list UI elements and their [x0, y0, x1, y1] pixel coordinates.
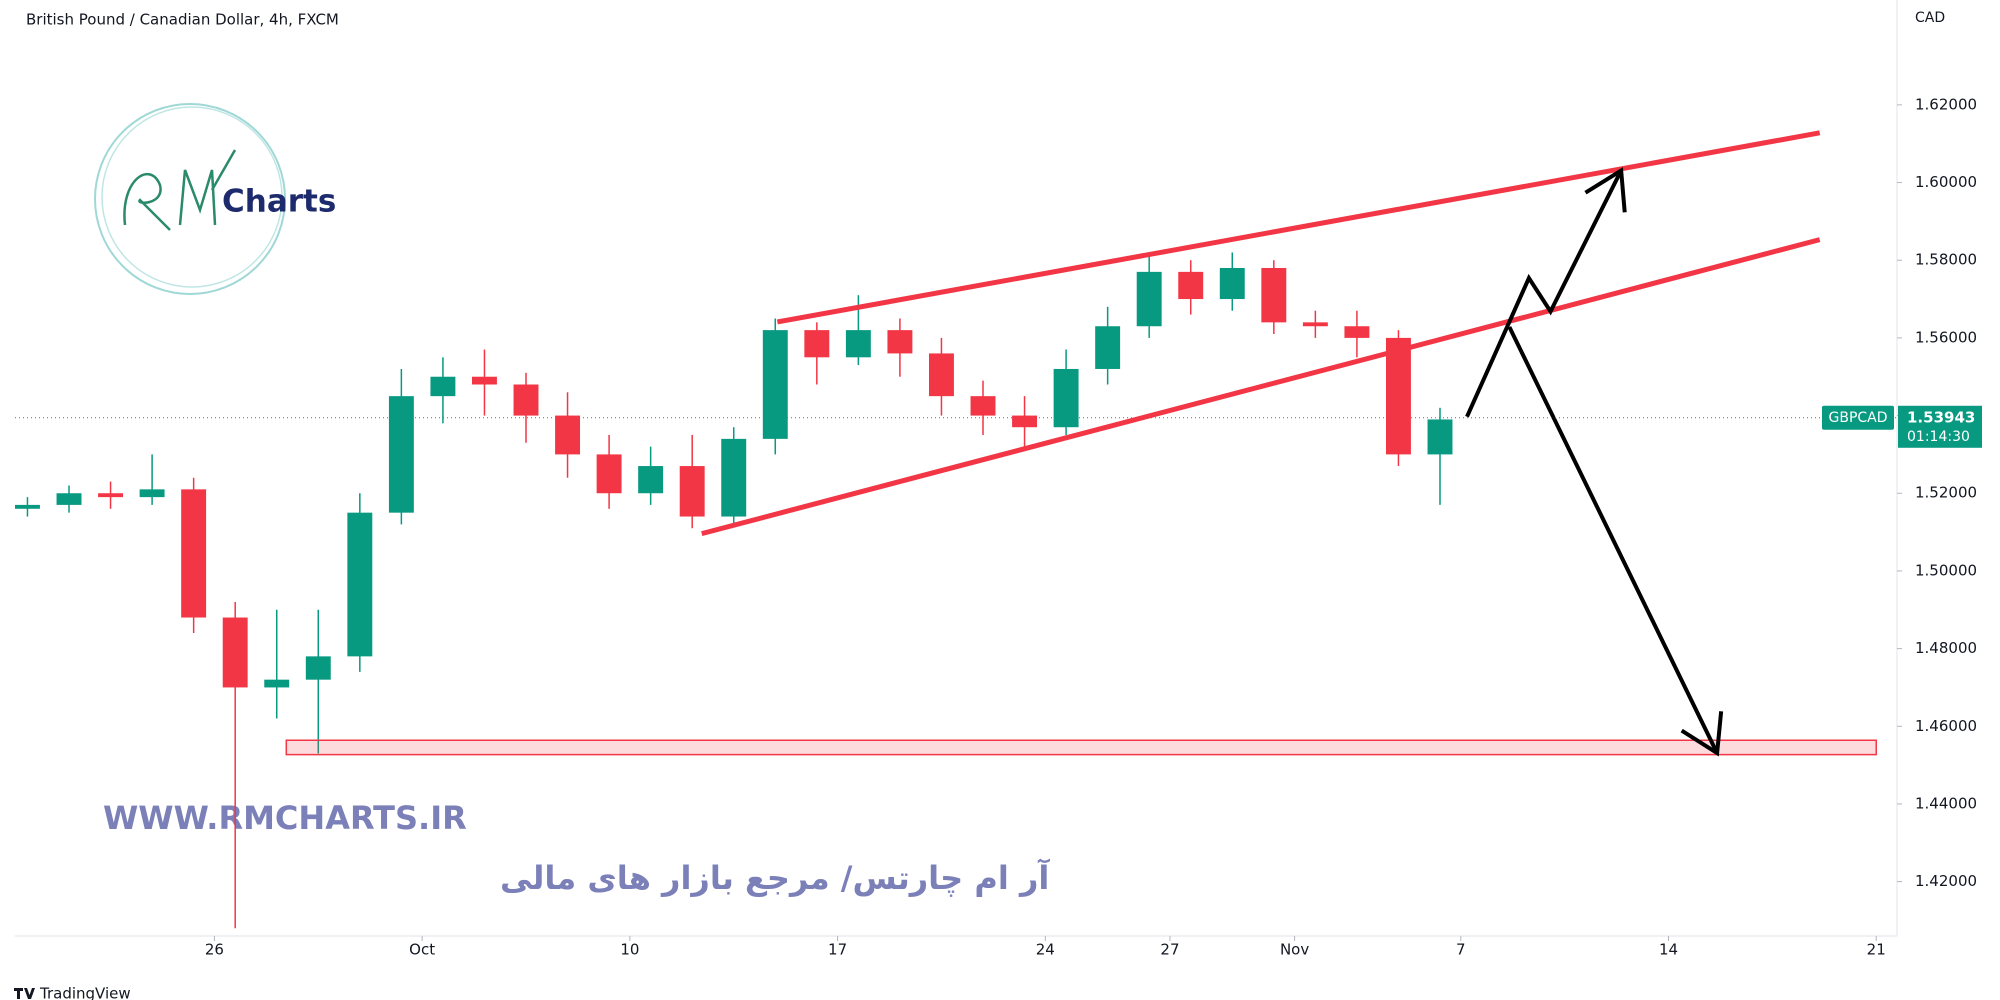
logo-glyph	[123, 149, 237, 231]
trend-line	[701, 237, 1821, 537]
y-tick-label: 1.56000	[1915, 328, 1977, 346]
y-tick-label: 1.60000	[1915, 173, 1977, 191]
candle-body	[513, 384, 539, 416]
watermark-tagline: آر ام چارتس/ مرجع بازار های مالی	[500, 858, 1050, 897]
candle-body	[928, 353, 954, 397]
x-tick-label: 27	[1160, 941, 1179, 959]
y-tick-label: 1.62000	[1915, 95, 1977, 113]
candle-body	[347, 512, 373, 657]
candle-body	[222, 617, 248, 688]
candle-body	[1385, 337, 1411, 455]
logo: Charts	[94, 103, 336, 295]
y-tick-label: 1.44000	[1915, 794, 1977, 812]
countdown-label: 01:14:30	[1907, 429, 1970, 445]
logo-ring	[94, 103, 286, 295]
y-tick-label: 1.46000	[1915, 717, 1977, 735]
arrow	[1507, 326, 1719, 754]
y-tick-label: 1.50000	[1915, 561, 1977, 579]
candle-body	[1427, 419, 1453, 455]
candle-body	[555, 415, 581, 455]
candle-body	[804, 330, 830, 358]
candle-body	[845, 330, 871, 358]
candle-body	[1178, 271, 1204, 300]
symbol-badge	[1822, 405, 1894, 430]
candle-body	[139, 489, 165, 498]
candle-body	[679, 466, 705, 517]
candle-body	[1095, 326, 1121, 369]
y-tick-label: 1.42000	[1915, 872, 1977, 890]
support-zone	[285, 739, 1877, 756]
candle-body	[1302, 322, 1328, 327]
arrow-head	[1584, 167, 1627, 213]
candle-body	[181, 489, 207, 618]
x-tick-label: 14	[1659, 941, 1678, 959]
candle-body	[1261, 267, 1287, 323]
candle-body	[471, 376, 497, 385]
watermark-url: WWW.RMCHARTS.IR	[103, 799, 467, 837]
arrow-head	[1680, 711, 1724, 757]
y-tick-label: 1.52000	[1915, 484, 1977, 502]
candle-body	[1053, 368, 1079, 428]
logo-text: Charts	[222, 184, 336, 220]
candle-body	[15, 504, 40, 509]
candle-body	[430, 376, 456, 397]
candle-body	[1012, 415, 1038, 428]
last-price-label: 1.53943	[1907, 408, 1975, 426]
footer-brand: TradingView	[39, 985, 131, 1000]
candle-body	[1219, 267, 1245, 300]
x-tick-label: 24	[1036, 941, 1055, 959]
candle-body	[721, 438, 747, 517]
candle-body	[1136, 271, 1162, 327]
currency-label: CAD	[1915, 10, 1945, 26]
x-tick-label: 21	[1867, 941, 1886, 959]
candle-body	[305, 656, 331, 680]
chart-title: British Pound / Canadian Dollar, 4h, FXC…	[26, 11, 339, 29]
candle-body	[98, 493, 124, 498]
candle-body	[762, 330, 788, 439]
symbol-label: GBPCAD	[1828, 410, 1887, 426]
trend-line	[776, 130, 1821, 325]
y-tick-label: 1.48000	[1915, 639, 1977, 657]
arrow	[1465, 169, 1623, 418]
candle-body	[264, 679, 290, 688]
price-badge	[1898, 405, 1982, 448]
candle-body	[887, 330, 913, 354]
candle-body	[1344, 326, 1370, 338]
candle-body	[388, 396, 414, 513]
candle-body	[56, 493, 82, 505]
x-tick-label: 26	[205, 941, 224, 959]
x-tick-label: Nov	[1280, 941, 1309, 959]
y-tick-label: 1.58000	[1915, 251, 1977, 269]
footer-logo	[14, 988, 35, 999]
x-tick-label: 17	[828, 941, 847, 959]
logo-ring	[101, 106, 283, 288]
candle-body	[596, 454, 622, 494]
x-tick-label: 7	[1456, 941, 1466, 959]
x-tick-label: 10	[620, 941, 639, 959]
candle-body	[638, 466, 664, 494]
x-tick-label: Oct	[409, 941, 435, 959]
candle-body	[970, 396, 996, 416]
